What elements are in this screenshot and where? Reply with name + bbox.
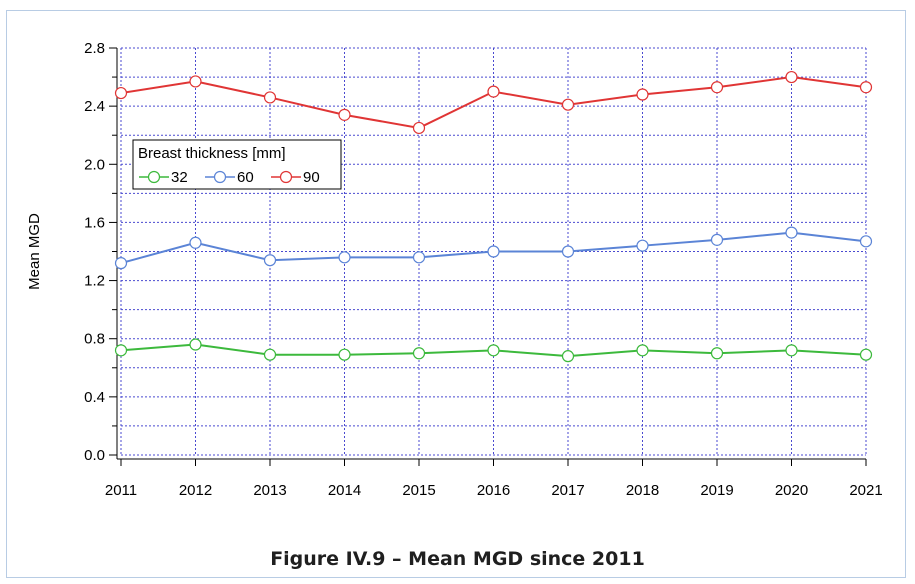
x-tick-label: 2016 [477,482,510,499]
y-tick-label: 2.0 [84,156,105,173]
data-point-32 [338,348,351,361]
legend-marker-90 [279,170,293,184]
data-point-60 [785,226,798,239]
x-tick-label: 2015 [402,482,435,499]
x-tick-label: 2021 [849,482,882,499]
data-point-90 [487,85,500,98]
data-point-60 [338,251,351,264]
y-tick-label: 0.8 [84,331,105,348]
data-point-32 [189,338,202,351]
data-point-90 [636,88,649,101]
y-tick-label: 1.2 [84,273,105,290]
data-point-90 [561,98,575,111]
data-point-60 [487,245,500,258]
y-tick-label: 2.4 [84,98,105,115]
x-tick-label: 2014 [328,482,361,499]
x-tick-label: 2013 [253,482,286,499]
data-point-60 [710,233,724,246]
data-point-60 [636,239,649,252]
data-point-90 [859,81,873,94]
x-tick-label: 2020 [775,482,808,499]
legend-label-60: 60 [237,169,254,186]
x-tick-label: 2017 [551,482,584,499]
data-point-90 [785,70,798,84]
data-point-60 [859,235,873,248]
y-tick-label: 1.6 [84,214,105,231]
y-axis-title: Mean MGD [26,213,43,290]
x-tick-label: 2018 [626,482,659,499]
data-point-60 [561,245,575,258]
y-tick-label: 0.4 [84,389,105,406]
data-point-60 [263,254,277,267]
data-point-90 [114,86,128,100]
data-point-60 [114,257,128,270]
data-point-90 [710,81,724,94]
data-point-32 [785,344,798,357]
y-tick-label: 0.0 [84,447,105,464]
x-tick-label: 2019 [700,482,733,499]
data-point-90 [338,108,351,121]
data-point-60 [189,236,202,249]
legend-title: Breast thickness [mm] [138,145,286,162]
data-point-32 [263,348,277,361]
legend-label-90: 90 [303,169,320,186]
legend-marker-60 [213,170,227,184]
figure-frame [6,10,906,578]
data-point-32 [487,344,500,357]
data-point-32 [561,350,575,363]
data-point-32 [412,347,426,360]
x-tick-label: 2012 [179,482,212,499]
data-point-32 [636,344,649,357]
legend-box [132,139,342,190]
x-tick-label: 2011 [105,482,137,499]
y-tick-label: 2.8 [84,40,105,57]
data-point-60 [412,251,426,264]
data-point-32 [859,348,873,361]
legend-marker-32 [147,170,161,184]
legend-label-32: 32 [171,169,188,186]
data-point-32 [114,344,128,357]
figure-caption: Figure IV.9 – Mean MGD since 2011 [270,548,645,570]
data-point-90 [412,121,426,135]
data-point-32 [710,347,724,360]
data-point-90 [189,75,202,88]
data-point-90 [263,91,277,104]
